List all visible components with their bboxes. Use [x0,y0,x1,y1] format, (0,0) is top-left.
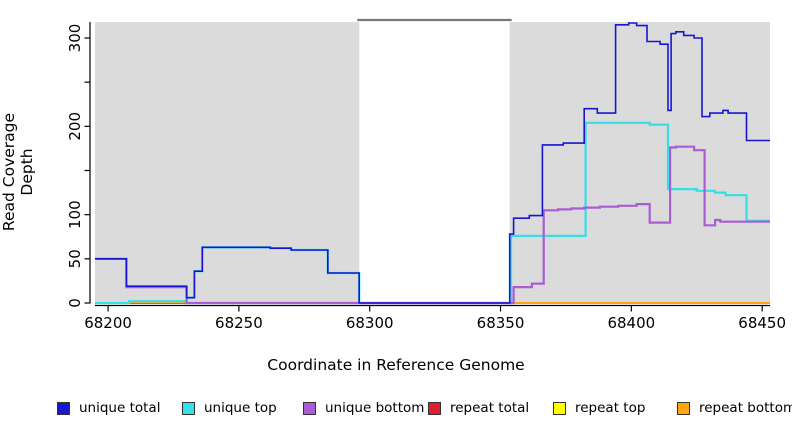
axes: 68200 68250 68300 68350 68400 68450 0 50 100 200 3… [66,22,786,332]
x-tick-label: 68300 [346,314,394,332]
series-line-unique-total [95,22,770,304]
x-tick-label: 68400 [607,314,655,332]
legend-item-repeat-total: repeat total [428,398,529,418]
x-axis-title: Coordinate in Reference Genome [267,356,525,374]
x-tick-label: 68350 [477,314,525,332]
repeat-total-swatch-icon [428,401,441,415]
y-tick-label: 50 [66,249,84,268]
legend-item-unique-top: unique top [182,398,277,418]
legend-item-repeat-bottom: repeat bottom [677,398,792,418]
unique-top-swatch-icon [182,401,195,415]
y-tick-label: 200 [66,112,84,141]
x-tick-label: 68200 [84,314,132,332]
x-tick-label: 68250 [215,314,263,332]
gap-region [357,18,512,303]
unique-total-swatch-icon [57,401,70,415]
unique-bottom-swatch-icon [303,401,316,415]
repeat-top-swatch-icon [553,401,566,415]
repeat-bottom-swatch-icon [677,401,690,415]
y-tick-label: 100 [66,200,84,229]
y-tick-label: 300 [66,24,84,53]
x-tick-label: 68450 [738,314,786,332]
legend: unique total unique top unique bottom re… [0,398,792,422]
zero-coverage-gap [359,22,510,303]
legend-item-repeat-top: repeat top [553,398,645,418]
series-lines [95,22,770,305]
y-axis-title: Read Coverage Depth [0,112,36,232]
coverage-plot: 68200 68250 68300 68350 68400 68450 0 50 100 200 3… [66,18,786,332]
legend-item-unique-total: unique total [57,398,160,418]
series-line-unique-bottom [95,145,770,305]
legend-item-unique-bottom: unique bottom [303,398,424,418]
y-tick-label: 0 [66,298,84,308]
